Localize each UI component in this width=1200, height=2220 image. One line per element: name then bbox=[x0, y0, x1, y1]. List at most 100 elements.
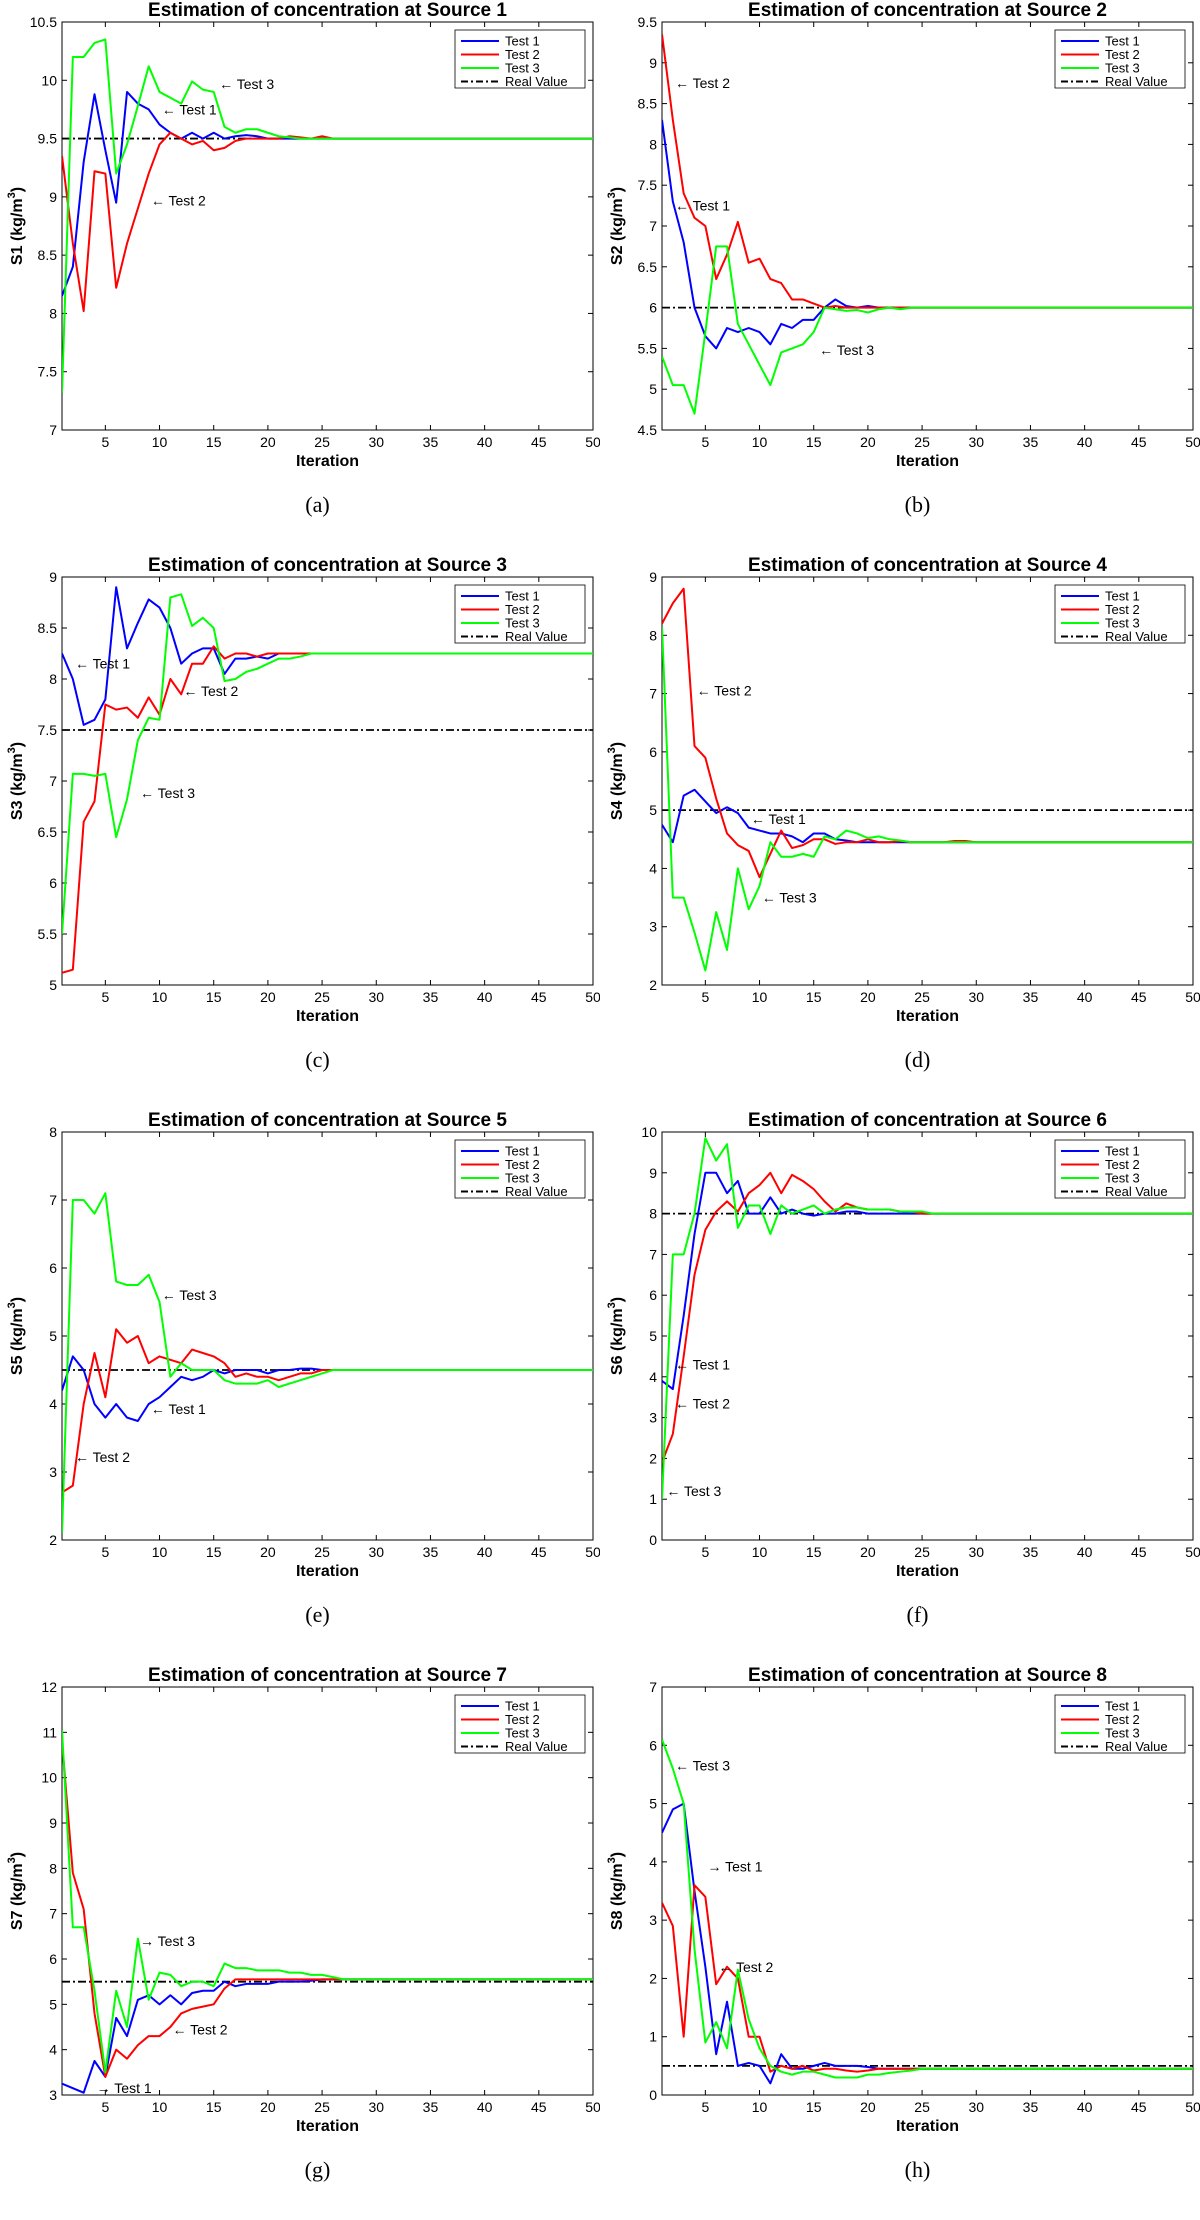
x-tick-label: 5 bbox=[701, 989, 709, 1005]
annotation-label: ← Test 3 bbox=[219, 76, 274, 92]
annotation-label: ← Test 1 bbox=[751, 811, 806, 827]
y-axis-label-sup: 3 bbox=[6, 747, 18, 753]
x-tick-label: 40 bbox=[1077, 989, 1093, 1005]
y-tick-label: 9 bbox=[649, 569, 657, 585]
x-tick-label: 40 bbox=[477, 989, 493, 1005]
legend-box bbox=[454, 1694, 586, 1754]
y-tick-label: 8.5 bbox=[38, 620, 58, 636]
y-axis-label: S6 (kg/m3) bbox=[606, 1297, 626, 1375]
x-tick-label: 25 bbox=[314, 1544, 330, 1560]
legend-box bbox=[1054, 29, 1186, 89]
x-tick-label: 25 bbox=[314, 989, 330, 1005]
y-tick-label: 6 bbox=[649, 1737, 657, 1753]
chart-svg: Estimation of concentration at Source 5 2… bbox=[6, 1110, 600, 1627]
annotation-label: → Test 3 bbox=[140, 1933, 195, 1949]
x-tick-label: 50 bbox=[585, 434, 600, 450]
legend-label: Test 1 bbox=[505, 1144, 540, 1159]
y-tick-label: 4 bbox=[49, 1396, 57, 1412]
chart-svg: Estimation of concentration at Source 3 5… bbox=[6, 555, 600, 1072]
series-line-test-3 bbox=[662, 1739, 1193, 2079]
legend-label: Test 2 bbox=[1105, 1712, 1140, 1727]
y-axis-label-main: S7 (kg/m bbox=[9, 1863, 26, 1930]
y-tick-label: 8 bbox=[49, 1860, 57, 1876]
legend-label: Real Value bbox=[1105, 1739, 1168, 1754]
x-tick-label: 10 bbox=[152, 989, 168, 1005]
legend-label: Test 2 bbox=[505, 47, 540, 62]
x-tick-label: 30 bbox=[968, 1544, 984, 1560]
plot-area bbox=[661, 1131, 1194, 1541]
chart-svg: Estimation of concentration at Source 2 4… bbox=[606, 0, 1200, 517]
x-tick-label: 5 bbox=[101, 989, 109, 1005]
chart-panel-s5: Estimation of concentration at Source 5 2… bbox=[0, 1110, 600, 1665]
annotation-label: → Test 1 bbox=[97, 2080, 152, 2096]
series-line-test-2 bbox=[62, 1328, 593, 1494]
panel-caption: (d) bbox=[905, 1047, 931, 1072]
y-tick-label: 2 bbox=[649, 1450, 657, 1466]
annotation-label: ← Test 3 bbox=[162, 1287, 217, 1303]
legend-label: Test 3 bbox=[1105, 1726, 1140, 1741]
chart-panel-s2: Estimation of concentration at Source 2 4… bbox=[600, 0, 1200, 555]
plot-area bbox=[61, 1131, 594, 1541]
y-axis-label-sup: 3 bbox=[606, 1857, 618, 1863]
y-tick-label: 9.5 bbox=[638, 14, 658, 30]
legend-label: Test 2 bbox=[1105, 602, 1140, 617]
series-line-test-2 bbox=[62, 1741, 593, 2078]
x-tick-label: 45 bbox=[531, 989, 547, 1005]
legend-label: Test 1 bbox=[505, 34, 540, 49]
legend-label: Test 3 bbox=[1105, 616, 1140, 631]
x-tick-label: 40 bbox=[1077, 2099, 1093, 2115]
y-tick-label: 1 bbox=[649, 2029, 657, 2045]
x-axis-label: Iteration bbox=[296, 1008, 359, 1025]
y-tick-label: 3 bbox=[49, 2087, 57, 2103]
series-line-test-2 bbox=[662, 1884, 1193, 2073]
y-tick-label: 5.5 bbox=[38, 926, 58, 942]
x-axis-label: Iteration bbox=[896, 1008, 959, 1025]
annotation-label: ← Test 2 bbox=[675, 75, 730, 91]
x-tick-label: 15 bbox=[806, 434, 822, 450]
annotation-label: ← Test 2 bbox=[173, 2021, 228, 2037]
y-axis-label: S4 (kg/m3) bbox=[606, 742, 626, 820]
y-tick-label: 7 bbox=[649, 1679, 657, 1695]
series-line-test-3 bbox=[662, 1137, 1193, 1500]
x-tick-label: 5 bbox=[701, 434, 709, 450]
y-axis-label-end: ) bbox=[609, 1297, 626, 1302]
x-tick-label: 5 bbox=[701, 1544, 709, 1560]
y-tick-label: 5 bbox=[49, 1328, 57, 1344]
annotation-label: ← Test 2 bbox=[697, 683, 752, 699]
panel-caption: (c) bbox=[305, 1047, 329, 1072]
legend-label: Real Value bbox=[1105, 74, 1168, 89]
legend-label: Test 2 bbox=[1105, 1157, 1140, 1172]
x-tick-label: 40 bbox=[477, 1544, 493, 1560]
x-tick-label: 25 bbox=[314, 2099, 330, 2115]
y-axis-label-end: ) bbox=[609, 1852, 626, 1857]
legend-label: Real Value bbox=[505, 74, 568, 89]
chart-title: Estimation of concentration at Source 1 bbox=[148, 0, 507, 21]
x-tick-label: 45 bbox=[1131, 1544, 1147, 1560]
y-tick-label: 12 bbox=[41, 1679, 57, 1695]
x-tick-label: 50 bbox=[585, 1544, 600, 1560]
y-tick-label: 8 bbox=[49, 1124, 57, 1140]
y-tick-label: 3 bbox=[649, 919, 657, 935]
x-tick-label: 5 bbox=[701, 2099, 709, 2115]
y-axis-label: S5 (kg/m3) bbox=[6, 1297, 26, 1375]
y-tick-label: 5 bbox=[649, 802, 657, 818]
chart-title: Estimation of concentration at Source 5 bbox=[148, 1110, 507, 1131]
legend-label: Test 3 bbox=[1105, 1171, 1140, 1186]
series-line-test-1 bbox=[62, 1978, 593, 2094]
x-tick-label: 15 bbox=[806, 2099, 822, 2115]
y-tick-label: 7.5 bbox=[638, 177, 658, 193]
series-line-test-2 bbox=[662, 34, 1193, 309]
series-group bbox=[662, 1137, 1193, 1500]
x-tick-label: 35 bbox=[1023, 434, 1039, 450]
x-tick-label: 45 bbox=[531, 1544, 547, 1560]
chart-svg: Estimation of concentration at Source 1 7… bbox=[6, 0, 600, 517]
series-line-test-3 bbox=[62, 1730, 593, 2074]
legend-label: Test 3 bbox=[1105, 61, 1140, 76]
x-axis-label: Iteration bbox=[296, 1563, 359, 1580]
y-tick-label: 5 bbox=[649, 381, 657, 397]
legend-label: Test 2 bbox=[505, 602, 540, 617]
legend-label: Test 2 bbox=[505, 1712, 540, 1727]
y-axis-label-main: S1 (kg/m bbox=[9, 198, 26, 265]
y-tick-label: 9 bbox=[649, 1165, 657, 1181]
y-axis-label-sup: 3 bbox=[6, 1857, 18, 1863]
